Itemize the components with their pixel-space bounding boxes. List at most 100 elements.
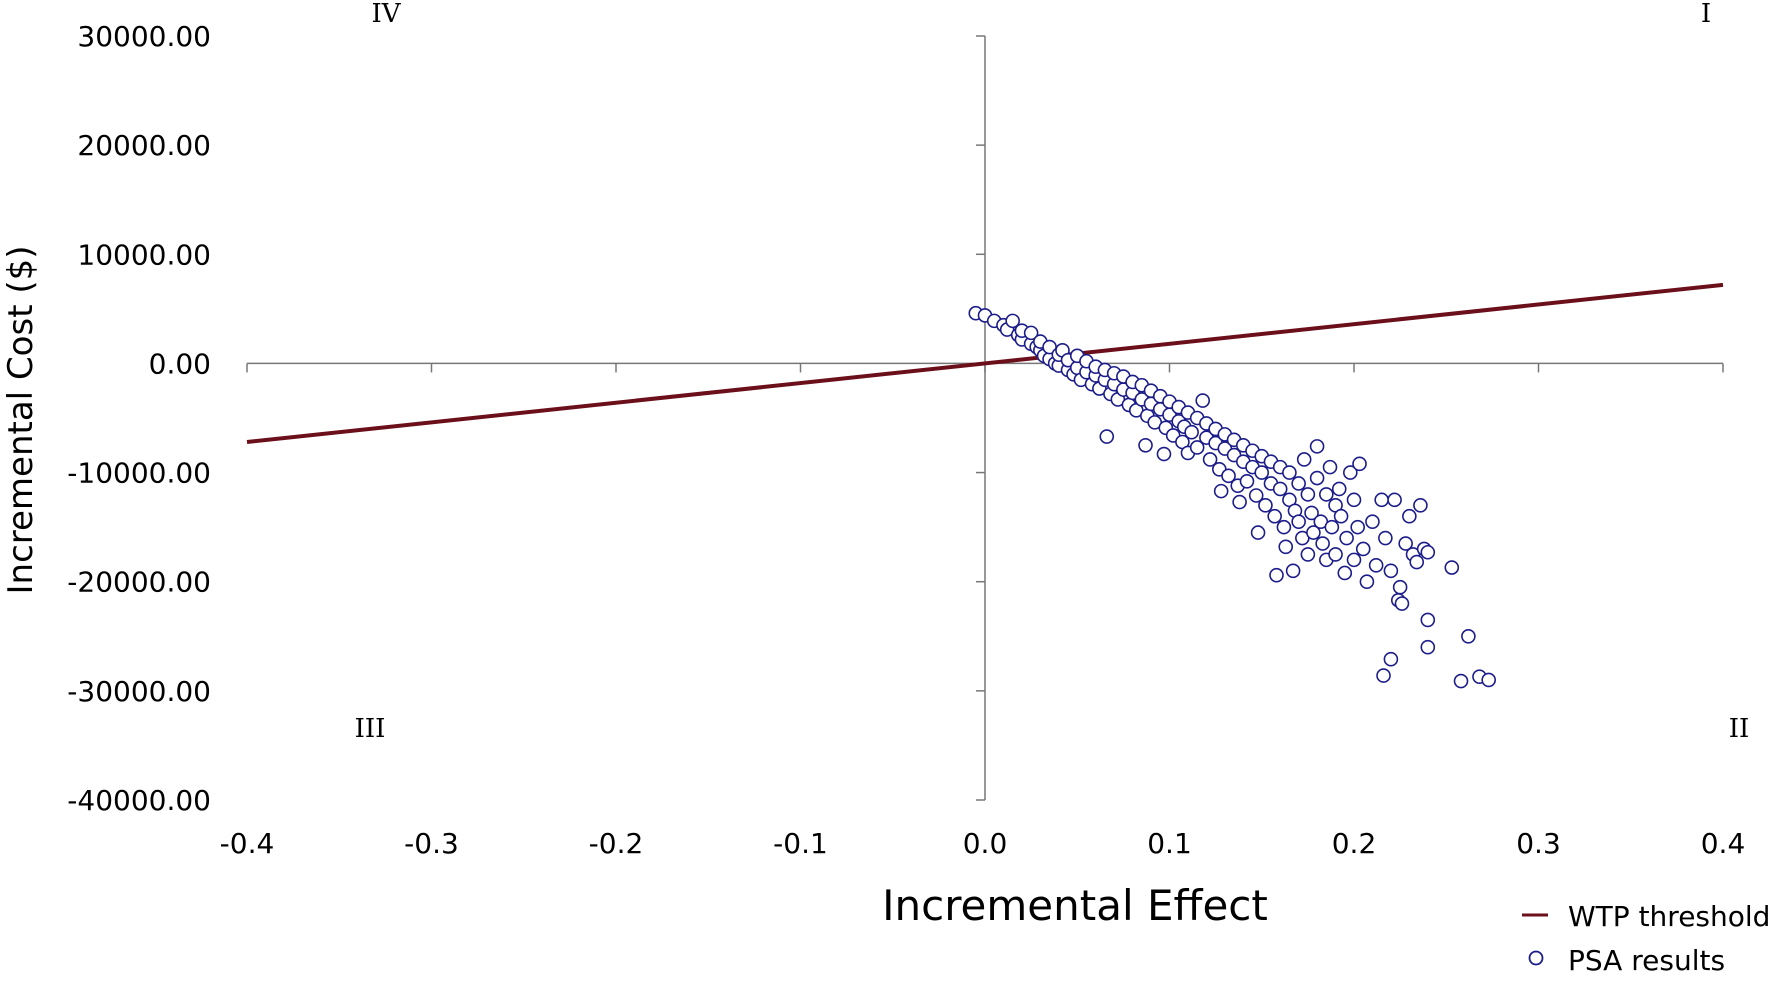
psa-point bbox=[1481, 672, 1496, 688]
y-tick-label: 20000.00 bbox=[77, 129, 211, 162]
quadrant-label-ii: II bbox=[1729, 714, 1750, 744]
psa-point bbox=[1461, 628, 1476, 644]
psa-point bbox=[1453, 673, 1469, 689]
legend-psa-marker bbox=[1528, 950, 1544, 966]
psa-point bbox=[1420, 612, 1436, 628]
y-tick-label: -20000.00 bbox=[67, 566, 211, 599]
x-tick-label: -0.2 bbox=[589, 827, 644, 860]
psa-point bbox=[1276, 519, 1292, 535]
legend-wtp-label: WTP threshold bbox=[1568, 900, 1770, 933]
x-tick-label: -0.4 bbox=[220, 827, 275, 860]
psa-point bbox=[1398, 536, 1413, 551]
psa-point bbox=[1267, 508, 1282, 524]
psa-point bbox=[1300, 547, 1316, 562]
psa-point bbox=[1309, 439, 1325, 454]
psa-point bbox=[1202, 452, 1218, 467]
psa-point bbox=[1213, 483, 1229, 499]
psa-point bbox=[1322, 459, 1338, 475]
psa-point bbox=[1278, 539, 1294, 555]
psa-point bbox=[1374, 492, 1389, 508]
psa-point bbox=[1420, 544, 1436, 560]
psa-point bbox=[1394, 596, 1410, 611]
quadrant-label-iv: IV bbox=[371, 0, 401, 29]
x-tick-label: 0.4 bbox=[1701, 827, 1746, 860]
psa-point bbox=[1343, 465, 1358, 480]
y-tick-label: 0.00 bbox=[149, 347, 211, 380]
psa-point bbox=[1248, 488, 1264, 503]
x-tick-label: 0.1 bbox=[1147, 827, 1192, 860]
psa-point bbox=[1232, 494, 1247, 510]
psa-point bbox=[1195, 393, 1211, 408]
psa-point bbox=[1099, 429, 1115, 444]
series-psa-results bbox=[968, 305, 1496, 689]
psa-point bbox=[1346, 552, 1362, 568]
psa-point bbox=[1138, 437, 1153, 453]
psa-point bbox=[1339, 530, 1354, 546]
psa-point bbox=[1309, 470, 1325, 486]
x-tick-label: -0.1 bbox=[773, 827, 828, 860]
legend-psa-label: PSA results bbox=[1568, 944, 1725, 977]
psa-point bbox=[1184, 424, 1199, 440]
quadrant-label-i: I bbox=[1701, 0, 1711, 29]
quadrant-label-iii: III bbox=[355, 714, 386, 744]
psa-point bbox=[1420, 639, 1436, 655]
quadrant-labels: I II III IV bbox=[355, 0, 1750, 744]
psa-point bbox=[1300, 487, 1316, 502]
psa-point bbox=[1378, 530, 1393, 546]
psa-point bbox=[1005, 313, 1020, 329]
psa-point bbox=[1346, 492, 1362, 508]
psa-point bbox=[1258, 498, 1273, 513]
psa-point bbox=[1221, 468, 1236, 484]
psa-point bbox=[1350, 519, 1365, 535]
y-tick-label: -30000.00 bbox=[67, 675, 211, 708]
psa-point bbox=[1392, 579, 1408, 595]
psa-point bbox=[1250, 525, 1266, 540]
psa-point bbox=[1376, 668, 1391, 683]
x-tick-label: -0.3 bbox=[404, 827, 459, 860]
psa-point bbox=[1023, 325, 1039, 341]
psa-point bbox=[1291, 514, 1306, 529]
psa-point bbox=[1337, 565, 1353, 581]
y-axis-title: Incremental Cost ($) bbox=[1, 246, 41, 595]
psa-point bbox=[1331, 481, 1347, 497]
psa-point bbox=[1272, 481, 1288, 497]
psa-point bbox=[1383, 563, 1399, 579]
psa-point bbox=[1306, 525, 1321, 540]
psa-point bbox=[1444, 560, 1460, 575]
x-tick-label: 0.2 bbox=[1332, 827, 1377, 860]
y-ticks: 30000.00 20000.00 10000.00 0.00 -10000.00 -20… bbox=[67, 20, 985, 817]
psa-point bbox=[1383, 651, 1399, 667]
psa-point bbox=[1291, 476, 1306, 491]
psa-point bbox=[1285, 563, 1301, 579]
psa-point bbox=[1368, 558, 1384, 573]
psa-point bbox=[1282, 465, 1297, 480]
psa-point bbox=[1254, 465, 1270, 480]
psa-point bbox=[1189, 440, 1205, 455]
psa-point bbox=[1409, 554, 1425, 570]
y-tick-label: 30000.00 bbox=[77, 20, 211, 53]
psa-point bbox=[1402, 508, 1417, 524]
psa-point bbox=[1239, 474, 1255, 489]
psa-point bbox=[1324, 519, 1340, 535]
psa-point bbox=[1319, 487, 1334, 502]
x-axis-title: Incremental Effect bbox=[882, 881, 1268, 930]
psa-point bbox=[1387, 492, 1402, 508]
y-tick-label: -10000.00 bbox=[67, 457, 211, 490]
wtp-threshold-line bbox=[246, 282, 1724, 445]
psa-point bbox=[1352, 456, 1367, 472]
psa-point bbox=[1304, 505, 1319, 521]
x-tick-label: 0.0 bbox=[963, 827, 1008, 860]
psa-point bbox=[1269, 567, 1284, 583]
psa-point bbox=[1413, 498, 1428, 513]
psa-point bbox=[1359, 574, 1375, 590]
y-tick-label: -40000.00 bbox=[67, 784, 211, 817]
psa-point bbox=[1296, 452, 1312, 467]
y-tick-label: 10000.00 bbox=[77, 238, 211, 271]
x-tick-label: 0.3 bbox=[1516, 827, 1561, 860]
legend: WTP threshold PSA results bbox=[1522, 900, 1770, 977]
psa-point bbox=[1156, 446, 1172, 462]
psa-point bbox=[1328, 547, 1343, 562]
psa-point bbox=[1365, 514, 1380, 529]
x-ticks: -0.4 -0.3 -0.2 -0.1 0.0 0.1 0.2 0.3 0.4 bbox=[220, 363, 1746, 860]
